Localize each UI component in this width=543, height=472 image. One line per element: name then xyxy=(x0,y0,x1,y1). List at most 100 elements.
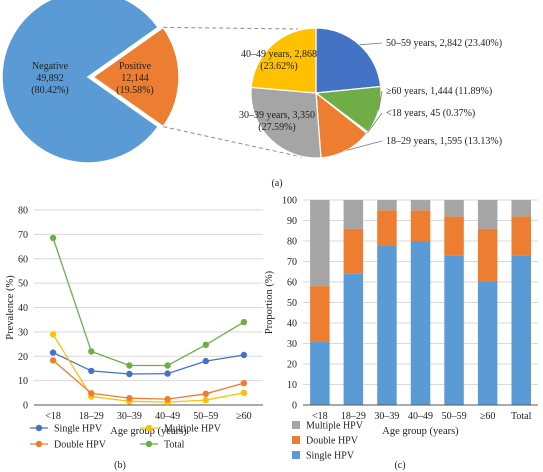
detail-leader-line xyxy=(367,112,383,134)
detail-pie-label: 40–49 years, 2,868 xyxy=(241,49,317,60)
detail-pie-label: <18 years, 45 (0.37%) xyxy=(386,108,475,119)
data-point xyxy=(202,341,209,348)
y-tick-label: 0 xyxy=(23,401,28,412)
y-tick-label: 40 xyxy=(287,319,297,330)
bar-segment xyxy=(310,286,330,342)
bar-segment xyxy=(343,273,364,405)
data-point xyxy=(202,390,209,397)
legend-label: Double HPV xyxy=(306,436,359,447)
data-point xyxy=(164,395,171,403)
y-tick-label: 20 xyxy=(18,352,28,363)
legend-label: Single HPV xyxy=(54,424,103,435)
y-tick-label: 40 xyxy=(18,303,28,314)
bar-segment xyxy=(377,245,397,405)
y-tick-label: 100 xyxy=(282,196,297,207)
y-axis-title: Prevalence (%) xyxy=(5,275,16,340)
series-line xyxy=(52,237,245,367)
y-tick-label: 70 xyxy=(18,230,28,241)
bar-segment xyxy=(310,341,330,405)
panel-label-c: (c) xyxy=(394,460,405,471)
x-tick-label: 30–39 xyxy=(374,411,399,422)
y-tick-label: 90 xyxy=(287,216,297,227)
pie-label-negative: 49,892 xyxy=(36,73,64,84)
y-tick-label: 30 xyxy=(287,339,297,350)
bar-segment xyxy=(343,200,364,229)
detail-pie-label: 50–59 years, 2,842 (23.40%) xyxy=(386,38,502,49)
bar-segment xyxy=(377,200,397,211)
legend-marker xyxy=(145,424,153,432)
y-tick-label: 0 xyxy=(292,401,297,412)
detail-pie-label: (27.59%) xyxy=(258,122,296,133)
x-tick-label: <18 xyxy=(312,411,328,422)
detail-pie-label: ≥60 years, 1,444 (11.89%) xyxy=(386,86,492,97)
y-tick-label: 60 xyxy=(287,278,297,289)
data-point xyxy=(126,370,133,378)
legend-swatch xyxy=(292,451,300,459)
legend-marker xyxy=(35,440,43,448)
legend-label: Double HPV xyxy=(54,440,107,451)
bar-segment xyxy=(444,216,464,256)
bar-segment xyxy=(477,200,498,229)
data-point xyxy=(164,370,171,377)
y-tick-label: 10 xyxy=(18,376,28,387)
bar-segment xyxy=(310,200,330,287)
data-point xyxy=(126,362,133,369)
connector-line-bottom xyxy=(163,126,303,158)
pie-label-positive: 12,144 xyxy=(121,73,149,84)
data-point xyxy=(240,379,248,387)
legend-marker xyxy=(35,424,43,432)
bar-segment xyxy=(477,282,498,405)
x-tick-label: 18–29 xyxy=(341,411,366,422)
x-tick-label: 40–49 xyxy=(155,411,180,422)
y-tick-label: 30 xyxy=(18,327,28,338)
x-tick-label: Total xyxy=(511,411,532,422)
data-point xyxy=(164,362,171,369)
detail-leader-line xyxy=(378,90,383,111)
data-point xyxy=(88,390,95,397)
detail-leader-line xyxy=(359,42,383,46)
detail-pie-label: 30–39 years, 3,350 xyxy=(239,110,315,121)
series-line xyxy=(52,333,245,403)
data-point xyxy=(240,389,248,396)
y-tick-label: 50 xyxy=(18,279,28,290)
x-tick-label: 30–39 xyxy=(117,411,142,422)
bar-segment xyxy=(477,228,498,282)
legend-marker xyxy=(145,440,153,448)
panel-label-a: (a) xyxy=(271,178,282,189)
y-tick-label: 70 xyxy=(287,257,297,268)
data-point xyxy=(202,357,209,365)
bar-segment xyxy=(511,216,531,256)
x-tick-label: 50–59 xyxy=(193,411,218,422)
bar-segment xyxy=(343,228,364,274)
panel-c-stacked-bar-chart: 0 10 20 30 40 50 60 70 80 90 100 <18 18–29 30–39 40–49… xyxy=(264,196,538,462)
detail-leader-line xyxy=(346,140,383,151)
pie-label-negative: Negative xyxy=(32,61,69,72)
data-point xyxy=(88,348,95,355)
detail-pie-label: 18–29 years, 1,595 (13.13%) xyxy=(386,136,502,147)
connector-line-top xyxy=(163,26,299,30)
x-tick-label: 18–29 xyxy=(79,411,104,422)
y-tick-label: 80 xyxy=(287,237,297,248)
y-tick-label: 80 xyxy=(18,206,28,217)
pie-label-positive: (19.58%) xyxy=(116,85,154,96)
y-tick-label: 50 xyxy=(287,298,297,309)
panel-b-line-chart: 0 10 20 30 40 50 60 70 80 <18 18–29 30–39 40–49 50–59… xyxy=(5,206,263,451)
data-point xyxy=(202,396,209,404)
detail-pie-slice xyxy=(315,27,382,94)
series-line xyxy=(52,359,245,400)
detail-pie-label: (23.62%) xyxy=(260,61,298,72)
series-line xyxy=(52,352,245,375)
data-point xyxy=(240,318,248,326)
data-point xyxy=(240,351,248,359)
bar-segment xyxy=(410,241,431,405)
data-point xyxy=(49,357,57,364)
legend-label: Multiple HPV xyxy=(164,424,222,435)
legend-label: Total xyxy=(164,440,185,451)
data-point xyxy=(49,331,57,338)
data-point xyxy=(49,349,57,356)
data-point xyxy=(49,234,57,242)
pie-slice-negative xyxy=(1,0,160,164)
pie-label-positive: Positive xyxy=(119,61,152,72)
panel-label-b: (b) xyxy=(114,460,126,471)
